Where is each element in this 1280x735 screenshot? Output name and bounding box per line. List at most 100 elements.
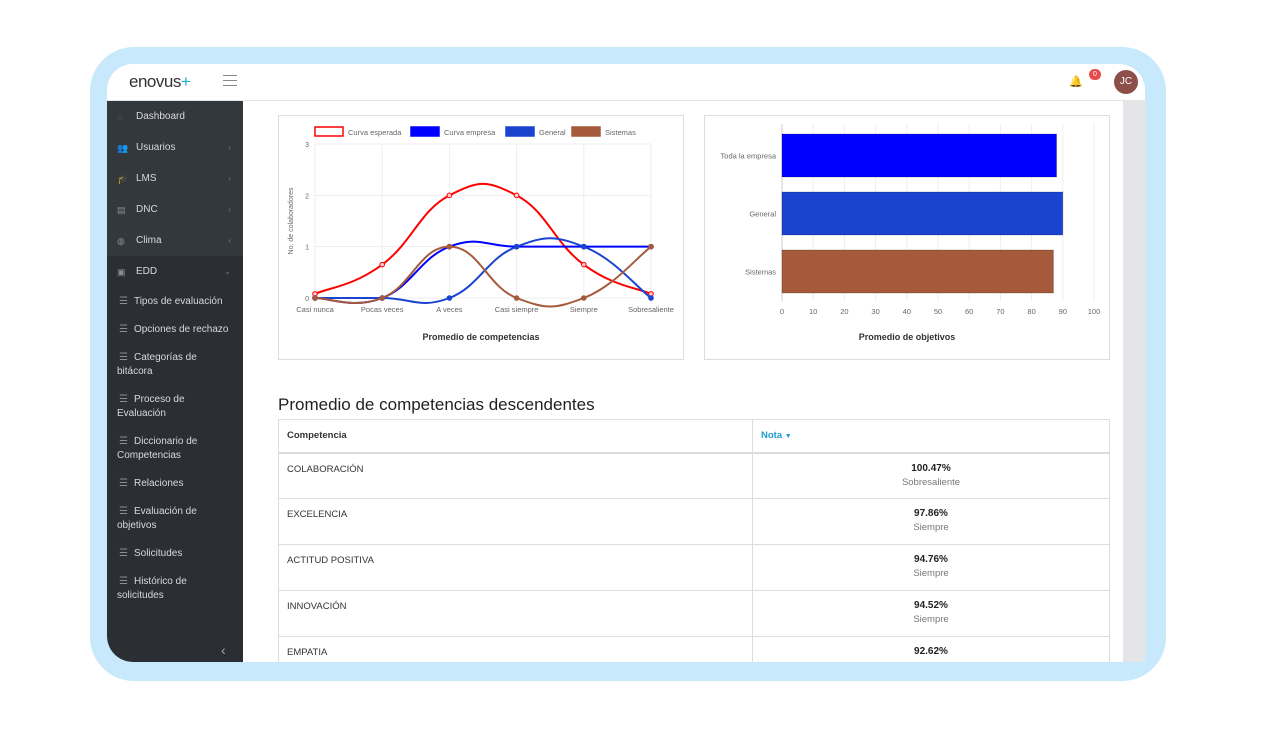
table-row: INNOVACIÓN 94.52% Siempre — [278, 590, 1110, 637]
sidebar-subitem-label: Histórico de solicitudes — [117, 576, 187, 601]
x-tick-label: 10 — [809, 307, 817, 316]
competencias-table: Competencia Nota ▼ COLABORACIÓN 100.47% So… — [278, 419, 1110, 662]
x-tick-label: 70 — [996, 307, 1004, 316]
nota-level: Siempre — [913, 568, 949, 579]
sidebar-subitem-label: Diccionario de Competencias — [117, 436, 198, 461]
x-tick-label: Casi siempre — [495, 305, 539, 314]
list-icon: ☰ — [119, 296, 128, 307]
sidebar-item-lms[interactable]: 🎓 LMS ‹ — [107, 163, 243, 194]
book-icon: ▤ — [117, 204, 126, 215]
dashboard-icon: ◌ — [117, 111, 123, 122]
data-point — [513, 192, 520, 199]
menu-toggle-icon[interactable] — [223, 75, 237, 86]
logo[interactable]: enovus+ — [129, 72, 191, 92]
bar-general — [781, 191, 1064, 236]
sidebar-item-dashboard[interactable]: ◌ Dashboard — [107, 101, 243, 132]
section-title: Promedio de competencias descendentes — [278, 395, 595, 414]
x-tick-label: A veces — [436, 305, 463, 314]
legend-label: General — [539, 128, 566, 137]
app-window: enovus+ 🔔 0 JC ◌ Dashboard 👥 Usuarios ‹ 🎓 LMS ‹… — [107, 64, 1145, 662]
sidebar-subitem[interactable]: ☰ Relaciones — [107, 469, 243, 497]
sidebar-subitem[interactable]: ☰ Categorías de bitácora — [107, 343, 243, 385]
legend-swatch — [410, 126, 440, 137]
x-tick-label: 80 — [1027, 307, 1035, 316]
collapse-sidebar-icon[interactable]: ‹ — [221, 642, 226, 658]
legend-label: Curva esperada — [348, 128, 402, 137]
nota-cell: 100.47% Sobresaliente — [752, 452, 1110, 499]
col-nota[interactable]: Nota ▼ — [752, 419, 1110, 454]
x-tick-label: 60 — [965, 307, 973, 316]
competencia-cell: ACTITUD POSITIVA — [278, 544, 753, 591]
data-point — [379, 295, 385, 301]
nota-level: Siempre — [913, 522, 949, 533]
data-point — [648, 295, 654, 301]
sidebar-subitem[interactable]: ☰ Opciones de rechazo — [107, 315, 243, 343]
list-icon: ☰ — [119, 576, 128, 587]
list-icon: ☰ — [119, 394, 128, 405]
sidebar-item-clima[interactable]: ◍ Clima ‹ — [107, 225, 243, 256]
data-point — [446, 295, 453, 301]
sidebar-item-dnc[interactable]: ▤ DNC ‹ — [107, 194, 243, 225]
objetivos-chart-panel: 0 10 20 30 40 50 60 70 80 90 100 Toda la empresa Gen… — [704, 115, 1110, 360]
sidebar-subitem[interactable]: ☰ Diccionario de Competencias — [107, 427, 243, 469]
x-tick-label: 90 — [1059, 307, 1067, 316]
table-row: EXCELENCIA 97.86% Siempre — [278, 498, 1110, 545]
legend-label: Curva empresa — [444, 128, 496, 137]
series-line-curva-esperada — [314, 183, 652, 295]
sidebar-subitem[interactable]: ☰ Proceso de Evaluación — [107, 385, 243, 427]
list-icon: ☰ — [119, 324, 128, 335]
data-point — [446, 243, 453, 250]
sidebar-subitem[interactable]: ☰ Solicitudes — [107, 539, 243, 567]
competencia-cell: COLABORACIÓN — [278, 452, 753, 499]
sidebar: ◌ Dashboard 👥 Usuarios ‹ 🎓 LMS ‹ ▤ DNC ‹ ◍ Clima ‹ ▣ ED… — [107, 101, 243, 662]
legend-swatch — [571, 126, 601, 137]
x-axis-title: Promedio de competencias — [422, 332, 539, 342]
legend-swatch — [505, 126, 535, 137]
nota-cell: 92.62% — [752, 636, 1110, 662]
sidebar-item-label: EDD — [136, 266, 158, 277]
nota-value: 100.47% — [911, 462, 951, 474]
list-icon: ☰ — [119, 436, 128, 447]
sidebar-item-usuarios[interactable]: 👥 Usuarios ‹ — [107, 132, 243, 163]
y-tick-label: 0 — [305, 296, 309, 303]
chevron-icon: ⌄ — [224, 267, 231, 276]
avatar[interactable]: JC — [1114, 70, 1138, 94]
data-point — [513, 295, 520, 301]
x-axis-title: Promedio de objetivos — [859, 332, 956, 342]
data-point — [581, 295, 587, 301]
series-line-general — [315, 237, 652, 305]
x-tick-label: 30 — [871, 307, 879, 316]
scrollbar[interactable] — [1123, 101, 1145, 662]
nota-level: Siempre — [913, 614, 949, 625]
legend-swatch — [314, 126, 344, 137]
list-icon: ☰ — [119, 506, 128, 517]
competencia-cell: EMPATIA — [278, 636, 753, 662]
col-competencia[interactable]: Competencia — [278, 419, 753, 454]
data-point — [581, 261, 587, 268]
sidebar-subitem-label: Solicitudes — [133, 548, 183, 559]
data-point — [446, 192, 453, 199]
y-axis-label: No. de colaboradores — [288, 187, 295, 254]
sidebar-subitem-label: Proceso de Evaluación — [117, 394, 185, 419]
sidebar-subitem-label: Evaluación de objetivos — [117, 506, 197, 531]
sidebar-subitem-label: Opciones de rechazo — [133, 324, 229, 335]
nota-value: 94.52% — [914, 600, 948, 611]
sidebar-item-edd[interactable]: ▣ EDD ⌄ — [107, 256, 243, 287]
chevron-icon: ‹ — [228, 174, 231, 183]
sidebar-subitem[interactable]: ☰ Evaluación de objetivos — [107, 497, 243, 539]
nota-cell: 94.76% Siempre — [752, 544, 1110, 591]
list-icon: ☰ — [119, 478, 128, 489]
x-tick-label: Siempre — [570, 305, 598, 314]
competencia-cell: INNOVACIÓN — [278, 590, 753, 637]
sidebar-subitem[interactable]: ☰ Tipos de evaluación — [107, 287, 243, 315]
y-tick-label: 3 — [305, 142, 309, 149]
bell-icon[interactable]: 🔔 — [1069, 76, 1083, 88]
competencia-cell: EXCELENCIA — [278, 498, 753, 545]
x-tick-label: 0 — [780, 307, 784, 316]
x-tick-label: 40 — [903, 307, 911, 316]
sidebar-subitem[interactable]: ☰ Histórico de solicitudes — [107, 567, 243, 609]
x-tick-label: 20 — [840, 307, 848, 316]
sidebar-item-label: LMS — [136, 173, 157, 184]
data-point — [312, 295, 318, 301]
x-tick-label: 50 — [934, 307, 942, 316]
